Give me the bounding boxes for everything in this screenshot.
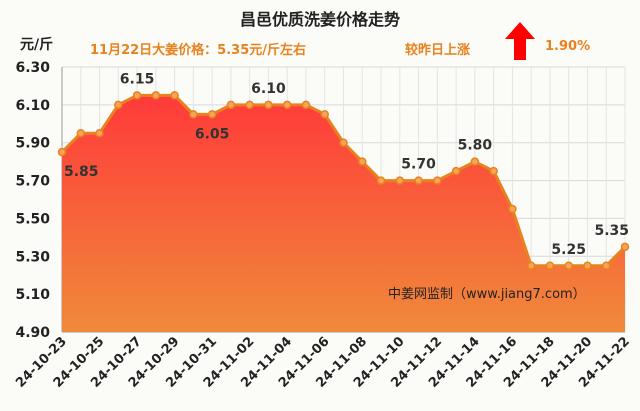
y-axis-unit: 元/斤 [20, 37, 54, 53]
data-point [489, 166, 498, 176]
data-labels: 5.85 6.15 6.05 6.10 5.70 5.80 5.25 5.35 [64, 71, 629, 257]
data-point [226, 100, 236, 110]
y-tick-label: 4.90 [15, 325, 50, 341]
data-label: 6.10 [251, 81, 286, 97]
data-point [358, 157, 367, 166]
data-points [57, 91, 630, 270]
change-percent: 1.90% [545, 39, 591, 54]
y-tick-label: 5.30 [15, 249, 50, 265]
data-point [170, 91, 179, 100]
data-point [320, 110, 329, 119]
data-label: 5.70 [401, 157, 436, 173]
chart-title: 昌邑优质洗姜价格走势 [239, 10, 400, 29]
data-point [451, 166, 461, 176]
data-label: 6.15 [120, 71, 155, 87]
data-point [207, 110, 217, 119]
data-point [189, 110, 198, 119]
data-point [414, 176, 423, 185]
data-point [76, 129, 86, 138]
data-label: 5.35 [594, 223, 629, 239]
up-arrow-icon [505, 22, 535, 60]
data-point [395, 176, 405, 185]
y-tick-label: 6.10 [15, 98, 50, 114]
y-tick-label: 5.10 [15, 287, 50, 303]
data-label: 5.85 [64, 164, 99, 180]
source-annotation: 中姜网监制（www.jiang7.com） [388, 287, 586, 302]
data-point [620, 242, 630, 252]
y-tick-label: 6.30 [15, 60, 50, 76]
data-point [95, 129, 104, 138]
y-tick-label: 5.70 [15, 174, 50, 190]
data-point [376, 176, 386, 185]
data-point [151, 91, 161, 100]
data-point [301, 100, 311, 110]
data-point [245, 100, 254, 110]
data-point [508, 204, 517, 214]
data-point [545, 261, 555, 270]
data-point [564, 261, 573, 270]
data-point [583, 261, 592, 270]
price-area [62, 95, 625, 333]
data-point [601, 261, 611, 270]
data-point [264, 100, 273, 110]
data-label: 6.05 [195, 126, 230, 142]
y-axis-ticks: 4.90 5.10 5.30 5.50 5.70 5.90 6.10 6.30 [15, 60, 50, 341]
data-point [282, 100, 292, 110]
y-tick-label: 5.50 [15, 211, 50, 227]
data-point [57, 147, 67, 157]
data-label: 5.25 [551, 242, 586, 258]
data-point [132, 91, 142, 100]
data-point [526, 261, 536, 270]
data-label: 5.80 [458, 138, 493, 154]
price-summary: 11月22日大姜价格：5.35元/斤左右 [90, 43, 307, 58]
x-axis-ticks: 24-10-2324-10-2524-10-2724-10-2924-10-31… [13, 334, 633, 391]
data-point [470, 157, 480, 166]
data-point [114, 100, 123, 110]
data-point [433, 176, 442, 185]
y-tick-label: 5.90 [15, 136, 50, 152]
data-point [339, 138, 348, 147]
change-label: 较昨日上涨 [405, 43, 471, 58]
